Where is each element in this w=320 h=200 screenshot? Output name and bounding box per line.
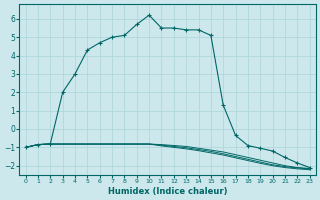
- X-axis label: Humidex (Indice chaleur): Humidex (Indice chaleur): [108, 187, 228, 196]
